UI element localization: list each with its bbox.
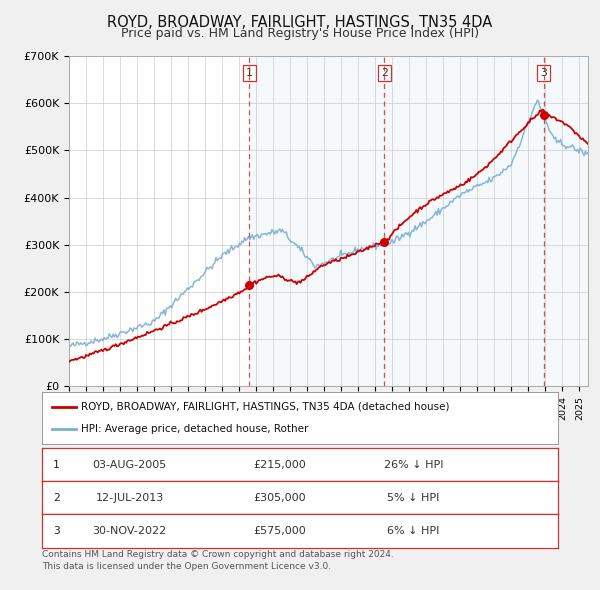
Text: 26% ↓ HPI: 26% ↓ HPI <box>384 460 443 470</box>
Bar <box>544 56 588 386</box>
Text: £305,000: £305,000 <box>253 493 305 503</box>
Text: HPI: Average price, detached house, Rother: HPI: Average price, detached house, Roth… <box>81 424 308 434</box>
Text: 3: 3 <box>53 526 60 536</box>
Text: Contains HM Land Registry data © Crown copyright and database right 2024.
This d: Contains HM Land Registry data © Crown c… <box>42 550 394 571</box>
Text: £575,000: £575,000 <box>253 526 306 536</box>
Text: 2: 2 <box>53 493 60 503</box>
Text: 3: 3 <box>541 68 547 78</box>
Text: ROYD, BROADWAY, FAIRLIGHT, HASTINGS, TN35 4DA: ROYD, BROADWAY, FAIRLIGHT, HASTINGS, TN3… <box>107 15 493 30</box>
Text: £215,000: £215,000 <box>253 460 306 470</box>
Text: ROYD, BROADWAY, FAIRLIGHT, HASTINGS, TN35 4DA (detached house): ROYD, BROADWAY, FAIRLIGHT, HASTINGS, TN3… <box>81 402 449 412</box>
Text: 6% ↓ HPI: 6% ↓ HPI <box>388 526 440 536</box>
Text: Price paid vs. HM Land Registry's House Price Index (HPI): Price paid vs. HM Land Registry's House … <box>121 27 479 40</box>
Bar <box>385 56 544 386</box>
Text: 12-JUL-2013: 12-JUL-2013 <box>95 493 164 503</box>
Text: 30-NOV-2022: 30-NOV-2022 <box>92 526 167 536</box>
Text: 1: 1 <box>245 68 253 78</box>
Text: 1: 1 <box>53 460 60 470</box>
Text: 5% ↓ HPI: 5% ↓ HPI <box>388 493 440 503</box>
Text: 03-AUG-2005: 03-AUG-2005 <box>92 460 167 470</box>
Text: 2: 2 <box>381 68 388 78</box>
Bar <box>249 56 385 386</box>
